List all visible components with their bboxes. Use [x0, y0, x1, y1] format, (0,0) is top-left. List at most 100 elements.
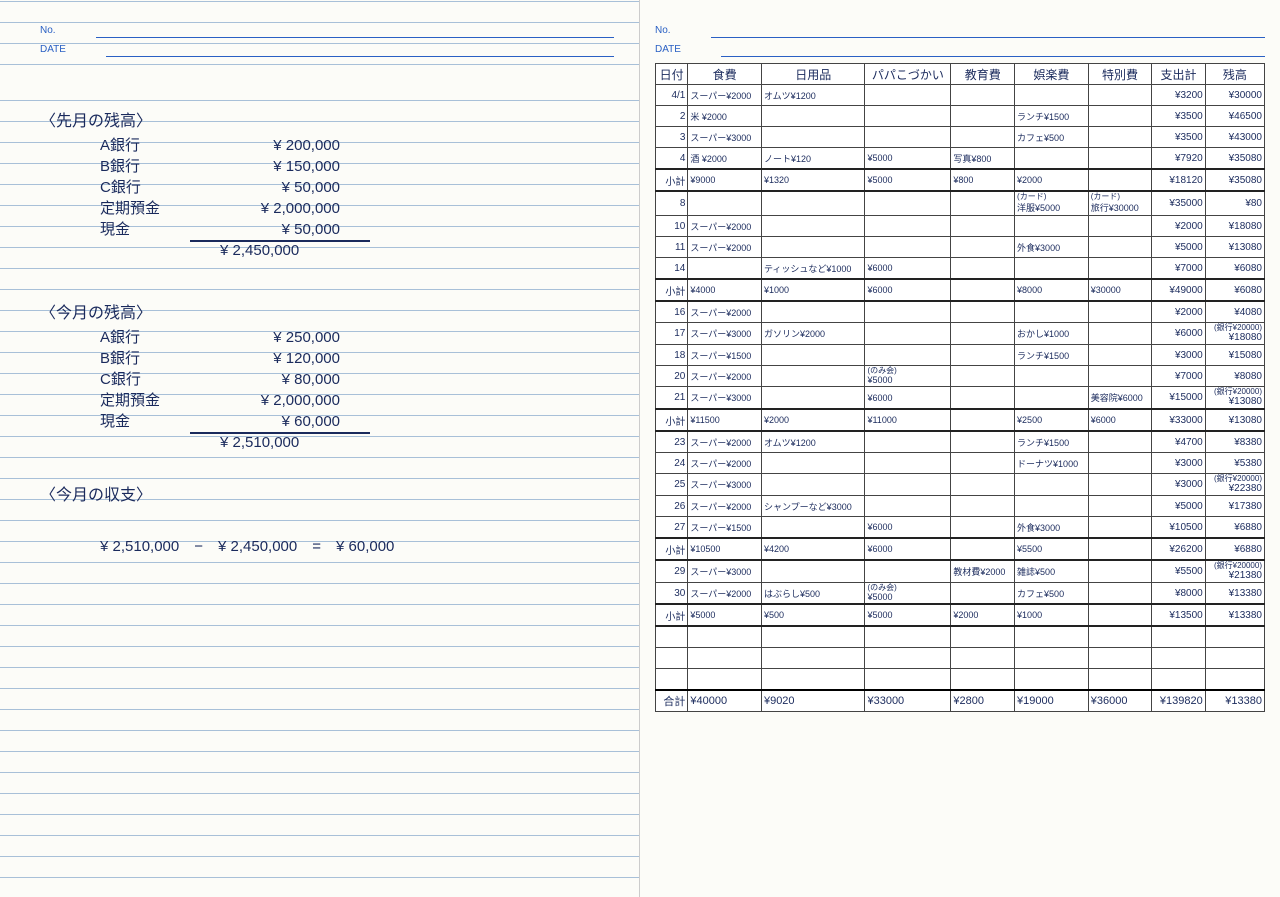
balance-row: B銀行 ¥ 150,000 — [100, 156, 614, 177]
ledger-cell: ¥36000 — [1088, 690, 1152, 712]
ledger-cell — [865, 85, 951, 106]
ledger-cell: ¥33000 — [1152, 409, 1205, 431]
ledger-cell — [951, 669, 1015, 691]
ledger-row: 23スーパー¥2000オムツ¥1200ランチ¥1500¥4700¥8380 — [656, 431, 1265, 453]
ledger-cell: ランチ¥1500 — [1015, 431, 1089, 453]
ledger-cell — [865, 648, 951, 669]
ledger-cell — [688, 648, 762, 669]
ledger-cell — [865, 301, 951, 323]
balance-amount: ¥ 50,000 — [220, 219, 340, 240]
balance-amount: ¥ 250,000 — [220, 327, 340, 348]
ledger-subtotal-row: 小計¥10500¥4200¥6000¥5500¥26200¥6880 — [656, 538, 1265, 560]
ledger-cell: ¥5000 — [1152, 496, 1205, 517]
ledger-cell: ¥5000 — [865, 148, 951, 170]
balance-row: C銀行¥ 50,000 — [100, 177, 614, 198]
ledger-row: 18スーパー¥1500ランチ¥1500¥3000¥15080 — [656, 345, 1265, 366]
ledger-cell: ¥2800 — [951, 690, 1015, 712]
ledger-cell — [761, 669, 865, 691]
ledger-cell: ¥6000 — [865, 279, 951, 301]
ledger-cell: 26 — [656, 496, 688, 517]
ledger-cell — [1152, 626, 1205, 648]
ledger-cell: 21 — [656, 387, 688, 410]
ledger-cell: スーパー¥3000 — [688, 323, 762, 345]
ledger-cell: ティッシュなど¥1000 — [761, 258, 865, 280]
ledger-cell: ¥1000 — [761, 279, 865, 301]
ledger-cell: ¥13080 — [1205, 409, 1264, 431]
ledger-cell: ¥49000 — [1152, 279, 1205, 301]
diff-title: 〈今月の収支〉 — [40, 481, 614, 505]
ledger-cell — [951, 301, 1015, 323]
ledger-cell — [656, 648, 688, 669]
ledger-cell: ¥15080 — [1205, 345, 1264, 366]
ledger-cell: はぶらし¥500 — [761, 583, 865, 605]
ledger-cell: 24 — [656, 453, 688, 474]
ledger-cell: ¥7000 — [1152, 366, 1205, 387]
ledger-col-header: パパこづかい — [865, 64, 951, 85]
ledger-cell: 雑誌¥500 — [1015, 560, 1089, 583]
ledger-cell: 2 — [656, 106, 688, 127]
ledger-cell — [951, 583, 1015, 605]
ledger-cell: ¥2000 — [1152, 216, 1205, 237]
ledger-cell — [1088, 669, 1152, 691]
ledger-row: 8(カード)洋服¥5000(カード)旅行¥30000¥35000¥80 — [656, 191, 1265, 216]
ledger-row — [656, 648, 1265, 669]
ledger-cell — [1088, 216, 1152, 237]
this-month-title: 〈今月の残高〉 — [40, 299, 614, 323]
ledger-cell — [951, 453, 1015, 474]
ledger-cell — [656, 669, 688, 691]
ledger-cell: ¥4200 — [761, 538, 865, 560]
ledger-row: 20スーパー¥2000(のみ会)¥5000¥7000¥8080 — [656, 366, 1265, 387]
ledger-row: 16スーパー¥2000¥2000¥4080 — [656, 301, 1265, 323]
ledger-cell: (カード)旅行¥30000 — [1088, 191, 1152, 216]
ledger-cell: シャンプーなど¥3000 — [761, 496, 865, 517]
ledger-cell: おかし¥1000 — [1015, 323, 1089, 345]
ledger-cell: ¥35000 — [1152, 191, 1205, 216]
ledger-cell: ¥2000 — [1152, 301, 1205, 323]
ledger-cell: カフェ¥500 — [1015, 583, 1089, 605]
ledger-cell: ¥1000 — [1015, 604, 1089, 626]
left-page: No. DATE 〈先月の残高〉 A銀行¥ 200,000B銀行¥ 150,00… — [0, 0, 640, 897]
ledger-cell: ¥35080 — [1205, 148, 1264, 170]
ledger-col-header: 日用品 — [761, 64, 865, 85]
ledger-cell — [865, 216, 951, 237]
ledger-cell: 小計 — [656, 409, 688, 431]
ledger-cell: 小計 — [656, 169, 688, 191]
ledger-cell: ¥13500 — [1152, 604, 1205, 626]
ledger-col-header: 日付 — [656, 64, 688, 85]
ledger-cell — [951, 431, 1015, 453]
balance-label: 現金 — [100, 219, 190, 240]
ledger-cell: ¥5000 — [688, 604, 762, 626]
this-month-total: ¥ 2,510,000 — [220, 434, 614, 451]
ledger-cell: ¥11500 — [688, 409, 762, 431]
balance-label: C銀行 — [100, 177, 190, 198]
ledger-cell: ¥5000 — [1152, 237, 1205, 258]
ledger-cell: 4 — [656, 148, 688, 170]
ledger-cell: ¥5380 — [1205, 453, 1264, 474]
diff-equation: ¥ 2,510,000 − ¥ 2,450,000 = ¥ 60,000 — [100, 535, 614, 556]
ledger-cell: ¥6000 — [865, 538, 951, 560]
ledger-row: 3スーパー¥3000カフェ¥500¥3500¥43000 — [656, 127, 1265, 148]
balance-row: 定期預金¥ 2,000,000 — [100, 198, 614, 219]
ledger-cell — [865, 669, 951, 691]
ledger-cell: 10 — [656, 216, 688, 237]
ledger-row: 4酒 ¥2000ノート¥120¥5000写真¥800¥7920¥35080 — [656, 148, 1265, 170]
ledger-cell — [761, 237, 865, 258]
ledger-cell: 外食¥3000 — [1015, 237, 1089, 258]
balance-row: B銀行¥ 120,000 — [100, 348, 614, 369]
ledger-cell — [761, 127, 865, 148]
ledger-cell: ¥11000 — [865, 409, 951, 431]
ledger-cell: ¥9000 — [688, 169, 762, 191]
ledger-cell: (銀行¥20000)¥21380 — [1205, 560, 1264, 583]
ledger-row: 30スーパー¥2000はぶらし¥500(のみ会)¥5000カフェ¥500¥800… — [656, 583, 1265, 605]
ledger-cell — [951, 258, 1015, 280]
ledger-subtotal-row: 小計¥9000¥1320¥5000¥800¥2000¥18120¥35080 — [656, 169, 1265, 191]
ledger-cell: スーパー¥3000 — [688, 560, 762, 583]
ledger-cell: 美容院¥6000 — [1088, 387, 1152, 410]
ledger-cell: ¥3500 — [1152, 106, 1205, 127]
ledger-cell: スーパー¥3000 — [688, 474, 762, 496]
balance-amount: ¥ 150,000 — [220, 156, 340, 177]
ledger-row: 29スーパー¥3000教材費¥2000雑誌¥500¥5500(銀行¥20000)… — [656, 560, 1265, 583]
balance-label: B銀行 — [100, 156, 190, 177]
ledger-cell — [951, 648, 1015, 669]
ledger-cell: スーパー¥2000 — [688, 496, 762, 517]
